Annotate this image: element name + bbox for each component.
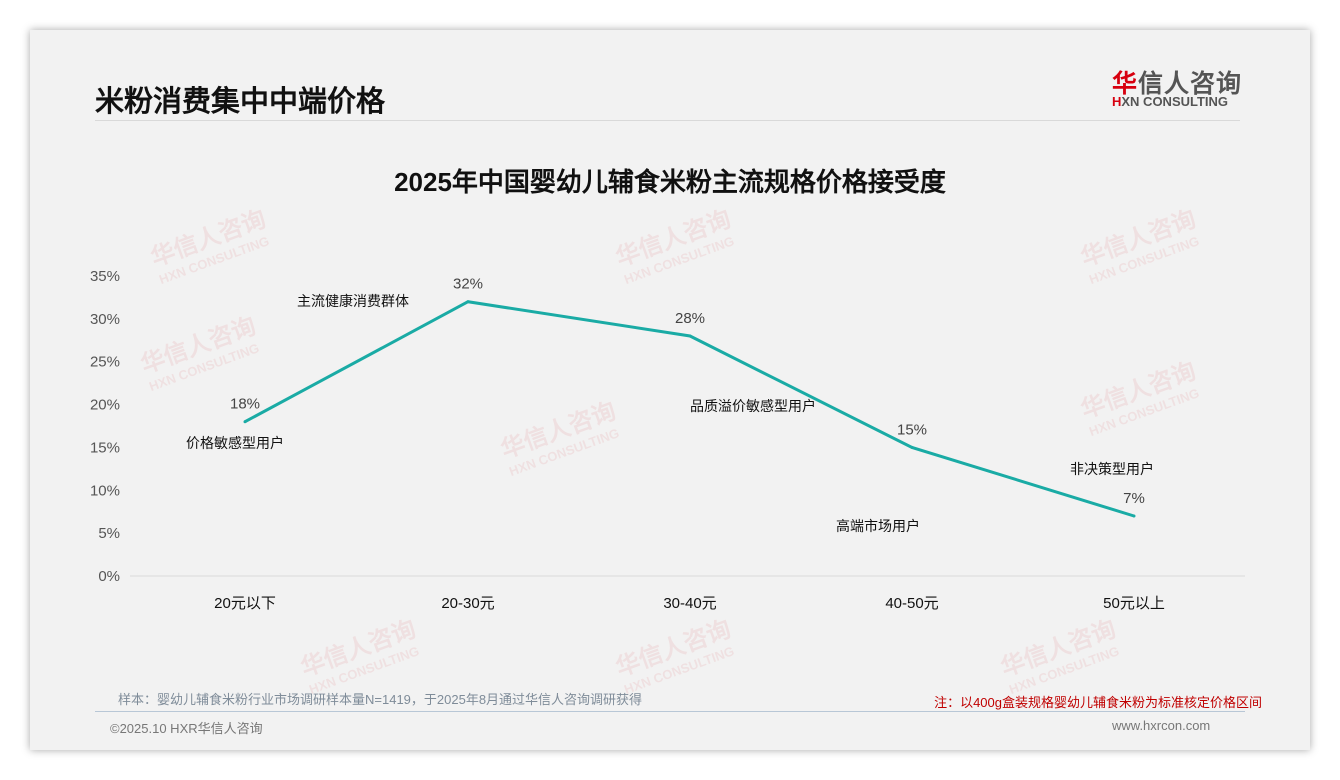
y-tick-label: 0% [98, 568, 120, 585]
data-point [1132, 514, 1136, 518]
y-tick-label: 20% [90, 397, 120, 414]
annotation-label: 价格敏感型用户 [186, 435, 284, 452]
brand-logo: 华信人咨询 [1112, 70, 1243, 98]
data-point [910, 445, 914, 449]
chart-title: 2025年中国婴幼儿辅食米粉主流规格价格接受度 [394, 167, 946, 197]
x-tick-label: 20元以下 [214, 595, 276, 612]
y-tick-label: 30% [90, 311, 120, 328]
slide-card [30, 30, 1310, 750]
annotation-label: 品质溢价敏感型用户 [690, 398, 816, 415]
annotation-label: 非决策型用户 [1070, 461, 1154, 478]
brand-logo-en: HXN CONSULTING [1112, 94, 1229, 109]
sample-note: 样本：婴幼儿辅食米粉行业市场调研样本量N=1419，于2025年8月通过华信人咨… [118, 692, 643, 707]
x-tick-label: 30-40元 [663, 595, 716, 612]
copyright: ©2025.10 HXR华信人咨询 [110, 721, 263, 736]
y-tick-label: 25% [90, 354, 120, 371]
annotation-label: 主流健康消费群体 [297, 293, 409, 310]
data-point [466, 300, 470, 304]
price-note: 注：以400g盒装规格婴幼儿辅食米粉为标准核定价格区间 [934, 695, 1262, 710]
y-tick-label: 35% [90, 268, 120, 285]
data-label: 32% [453, 276, 483, 293]
x-tick-label: 40-50元 [885, 595, 938, 612]
footer-divider [95, 711, 1245, 712]
data-label: 28% [675, 310, 705, 327]
data-point [243, 420, 247, 424]
website-url: www.hxrcon.com [1112, 718, 1211, 733]
y-tick-label: 10% [90, 482, 120, 499]
data-point [688, 334, 692, 338]
x-tick-label: 50元以上 [1103, 595, 1165, 612]
x-tick-label: 20-30元 [441, 595, 494, 612]
annotation-label: 高端市场用户 [836, 518, 920, 535]
page-title: 米粉消费集中中端价格 [95, 86, 386, 118]
y-tick-label: 5% [98, 525, 120, 542]
data-label: 7% [1123, 490, 1145, 507]
data-label: 15% [897, 421, 927, 438]
header-divider [95, 120, 1240, 121]
y-tick-label: 15% [90, 439, 120, 456]
data-label: 18% [230, 396, 260, 413]
